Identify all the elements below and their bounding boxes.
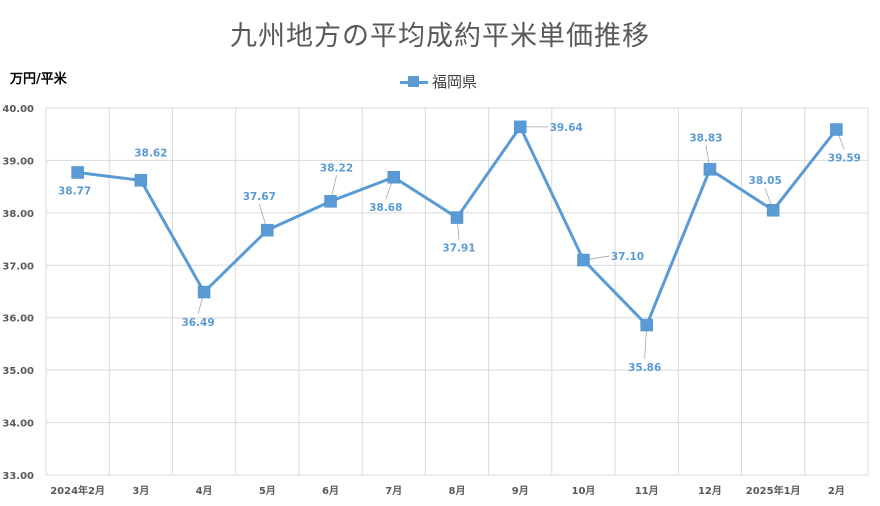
data-point-marker [71,166,84,179]
legend-marker [400,75,428,89]
x-tick-label: 2025年1月 [746,484,801,497]
data-point-marker [766,203,780,217]
data-label: 38.05 [749,175,782,187]
data-label: 35.86 [628,362,661,374]
data-point-marker [134,174,148,187]
x-tick-label: 11月 [635,485,659,497]
y-tick-label: 33.00 [2,471,34,482]
legend-series-name: 福岡県 [432,73,478,91]
x-tick-label: 8月 [449,485,466,497]
y-tick-label: 37.00 [2,261,34,272]
data-point-marker [577,253,590,267]
data-label: 38.68 [369,202,402,214]
data-label: 37.67 [243,191,276,203]
data-point-marker [830,123,843,136]
data-point-marker [513,120,527,134]
data-point-marker [450,211,464,224]
y-tick-label: 40.00 [2,104,34,115]
y-tick-label: 35.00 [2,366,34,377]
data-point-marker [640,318,653,332]
x-tick-label: 10月 [572,485,596,497]
x-tick-label: 2月 [828,485,845,497]
data-label: 39.59 [828,152,861,164]
legend: 福岡県 [400,71,477,92]
data-label: 38.62 [134,147,167,159]
data-label: 38.77 [58,185,91,197]
data-label: 37.91 [442,243,475,255]
x-tick-label: 9月 [512,485,529,497]
data-point-marker [261,223,274,237]
series-line [77,125,838,327]
chart-title: 九州地方の平均成約平米単価推移 [230,21,650,52]
x-tick-label: 5月 [259,485,276,497]
y-tick-label: 34.00 [2,419,34,430]
data-label: 38.83 [689,132,722,144]
data-point-marker [324,195,337,208]
x-tick-label: 7月 [385,485,402,497]
x-tick-label: 4月 [196,485,213,497]
x-tick-label: 12月 [698,485,722,497]
data-label: 38.22 [320,162,353,174]
data-label: 39.64 [550,122,583,134]
x-tick-label: 6月 [322,485,339,497]
y-axis-unit-label: 万円/平米 [10,72,67,87]
data-point-marker [703,163,717,176]
y-tick-label: 39.00 [2,156,34,167]
data-label: 36.49 [181,317,214,329]
data-point-marker [387,170,401,184]
data-label: 37.10 [611,251,644,263]
y-tick-label: 36.00 [2,314,34,325]
x-tick-label: 3月 [132,485,149,497]
y-tick-label: 38.00 [2,209,34,220]
data-point-marker [197,285,211,299]
x-tick-label: 2024年2月 [50,484,105,497]
